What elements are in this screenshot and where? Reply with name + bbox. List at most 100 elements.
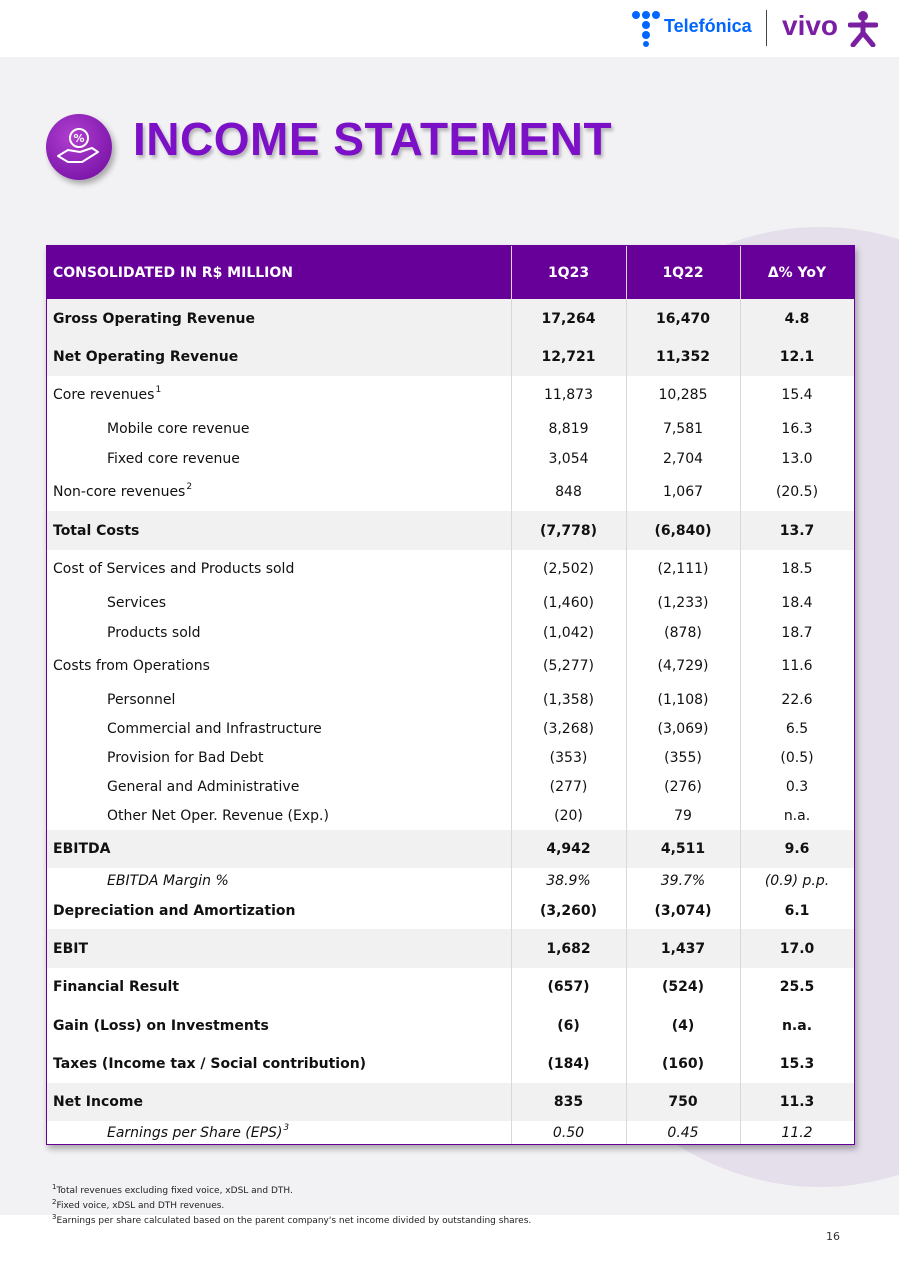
value-cell: 11.2 [740, 1121, 854, 1144]
header-cell: 1Q23 [547, 264, 590, 281]
label-cell: Products sold [107, 618, 511, 647]
label-cell: Taxes (Income tax / Social contribution) [53, 1045, 511, 1083]
cell-text: 12,721 [541, 349, 596, 365]
value-cell: (4,729) [626, 647, 740, 685]
cell-text: Financial Result [53, 979, 180, 995]
cell-text: (1,233) [657, 595, 709, 611]
value-cell: 6.5 [740, 714, 854, 743]
table-row: EBITDA Margin % 38.9% 39.7% (0.9) p.p. [47, 868, 854, 893]
cell-text: (20.5) [775, 484, 819, 500]
cell-text: (2,502) [542, 561, 594, 577]
cell-text: 13.7 [779, 522, 815, 539]
table-row: Net Operating Revenue 12,721 11,352 12.1 [47, 338, 854, 376]
cell-text: 8,819 [548, 421, 589, 437]
value-cell: (353) [511, 743, 626, 772]
cell-text: (184) [547, 1056, 590, 1072]
cell-text: 4,511 [660, 841, 706, 857]
label-cell: Total Costs [53, 511, 511, 550]
table-row: Depreciation and Amortization (3,260) (3,0… [47, 893, 854, 929]
table-row: Cost of Services and Products sold (2,502… [47, 550, 854, 588]
footnote-text: Fixed voice, xDSL and DTH revenues. [56, 1201, 225, 1211]
cell-text: (524) [661, 979, 705, 995]
cell-text: 79 [674, 807, 692, 824]
brand-vivo: vivo [782, 10, 839, 41]
value-cell: 17.0 [740, 929, 854, 968]
value-cell: (1,460) [511, 588, 626, 618]
cell-text: 38.9% [546, 872, 591, 889]
table-row: Commercial and Infrastructure (3,268) (3,0… [47, 714, 854, 743]
cell-text: 18.7 [781, 624, 813, 641]
cell-text: 10,285 [658, 387, 708, 403]
cell-text: (3,074) [654, 903, 712, 919]
footnote: 1Total revenues excluding fixed voice, x… [52, 1182, 531, 1197]
cell-text: 11.3 [779, 1094, 815, 1110]
value-cell: 12.1 [740, 338, 854, 376]
value-cell: 0.45 [626, 1121, 740, 1144]
title-icon: % [46, 114, 112, 180]
value-cell: (5,277) [511, 647, 626, 685]
value-cell: 11.3 [740, 1083, 854, 1121]
table-row: General and Administrative (277) (276) 0.3 [47, 772, 854, 801]
cell-text: 0.50 [552, 1124, 585, 1141]
vivo-logo-icon [848, 11, 878, 47]
label-cell: Gross Operating Revenue [53, 299, 511, 338]
cell-text: Core revenues [53, 387, 155, 403]
cell-text: (6,840) [654, 522, 712, 539]
cell-text: Commercial and Infrastructure [107, 720, 322, 737]
cell-text: 3,054 [548, 450, 589, 467]
cell-text: 11.2 [781, 1124, 813, 1141]
value-cell: 2,704 [626, 444, 740, 473]
column-separator [740, 246, 741, 1144]
label-cell: Services [107, 588, 511, 618]
cell-text: 39.7% [660, 872, 706, 889]
label-cell: Costs from Operations [53, 647, 511, 685]
cell-text: 848 [555, 484, 582, 500]
value-cell: 18.7 [740, 618, 854, 647]
value-cell: (1,108) [626, 685, 740, 714]
footnote-mark: 1 [155, 385, 162, 395]
value-cell: (0.9) p.p. [740, 868, 854, 893]
page-number: 16 [826, 1230, 840, 1243]
cell-text: (657) [547, 979, 590, 995]
cell-text: 25.5 [779, 979, 815, 995]
cell-text: EBIT [53, 940, 88, 957]
cell-text: (7,778) [539, 522, 598, 539]
value-cell: 22.6 [740, 685, 854, 714]
footnote-mark: 1 [52, 1183, 57, 1191]
table-row: Costs from Operations (5,277) (4,729) 11.6 [47, 647, 854, 685]
cell-text: (3,268) [542, 720, 594, 737]
footnote-mark: 2 [186, 482, 193, 492]
cell-text: 4,942 [546, 841, 591, 857]
cell-text: 11,873 [544, 387, 593, 403]
cell-text: General and Administrative [107, 778, 300, 795]
cell-text: 18.4 [781, 595, 813, 611]
cell-text: (355) [664, 749, 702, 766]
hand-percent-icon: % [57, 128, 99, 163]
cell-text: 11.6 [781, 658, 813, 674]
column-separator [626, 246, 627, 1144]
cell-text: (3,260) [539, 903, 598, 919]
value-cell: 25.5 [740, 968, 854, 1006]
value-cell: 11,873 [511, 376, 626, 414]
value-cell: (3,069) [626, 714, 740, 743]
label-cell: Cost of Services and Products sold [53, 550, 511, 588]
value-cell: (524) [626, 968, 740, 1006]
value-cell: (657) [511, 968, 626, 1006]
brand-telefonica: Telefónica [664, 16, 752, 36]
table-row: Core revenues 1 11,873 10,285 15.4 [47, 376, 854, 414]
cell-text: Depreciation and Amortization [53, 903, 296, 919]
cell-text: Net Income [53, 1094, 143, 1110]
cell-text: Cost of Services and Products sold [53, 561, 295, 577]
cell-text: Taxes (Income tax / Social contribution) [53, 1056, 367, 1072]
value-cell: (184) [511, 1045, 626, 1083]
cell-text: Services [107, 595, 167, 611]
value-cell: 13.7 [740, 511, 854, 550]
cell-text: 18.5 [781, 561, 813, 577]
label-cell: General and Administrative [107, 772, 511, 801]
header-cell: Δ% YoY [767, 264, 827, 281]
table-row: Services (1,460) (1,233) 18.4 [47, 588, 854, 618]
cell-text: 0.3 [785, 778, 809, 795]
cell-text: (276) [664, 778, 702, 795]
cell-text: 0.45 [667, 1124, 699, 1141]
